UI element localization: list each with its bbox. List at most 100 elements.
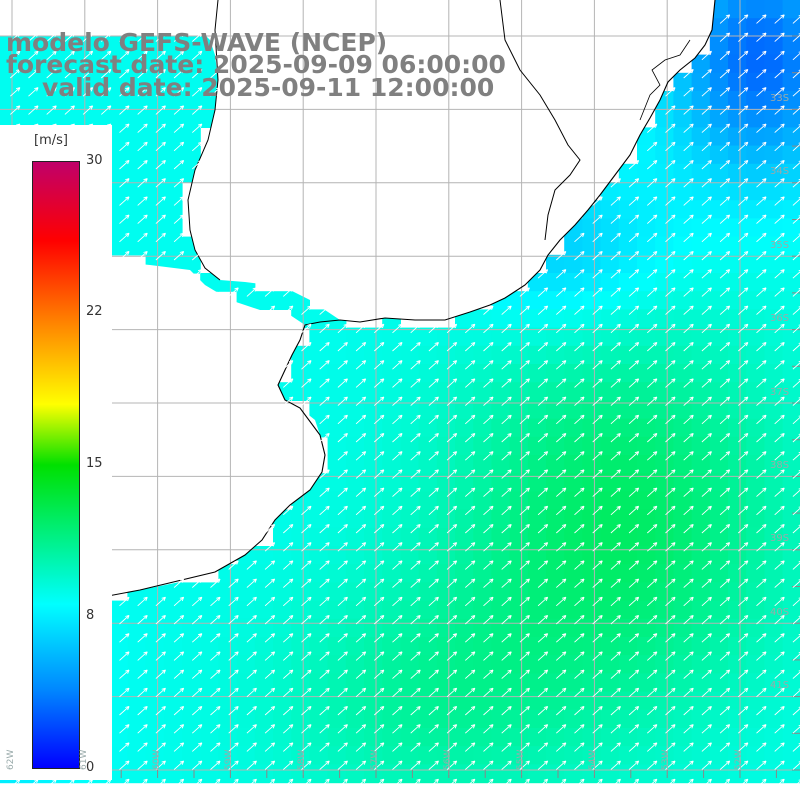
wind-arrow: [537, 505, 549, 516]
wind-cell: [509, 709, 529, 729]
wind-cell: [327, 709, 347, 729]
coastlines: [0, 0, 716, 613]
wind-cell: [418, 491, 438, 511]
wind-arrow: [373, 705, 385, 716]
wind-arrow: [555, 432, 567, 443]
wind-arrow: [646, 487, 658, 497]
wind-arrow: [592, 523, 603, 534]
wind-cell: [728, 91, 747, 110]
wind-cell: [618, 473, 638, 492]
wind-arrow: [683, 141, 694, 152]
wind-arrow: [792, 124, 800, 133]
wind-arrow: [501, 469, 512, 479]
wind-cell: [273, 564, 292, 583]
wind-arrow: [246, 560, 257, 570]
wind-arrow: [574, 487, 585, 497]
wind-cell: [400, 764, 420, 784]
latitude-label: 41S: [770, 680, 790, 692]
wind-arrow: [756, 596, 767, 607]
wind-arrow: [646, 432, 658, 443]
wind-arrow: [719, 87, 731, 97]
wind-arrow: [683, 360, 694, 370]
wind-cell: [236, 600, 256, 620]
wind-arrow: [646, 378, 658, 388]
wind-cell: [746, 655, 765, 674]
wind-arrow: [756, 705, 767, 716]
wind-arrow: [155, 159, 166, 170]
wind-arrow: [737, 159, 749, 170]
wind-cell: [618, 455, 638, 474]
wind-cell: [655, 273, 674, 292]
wind-arrow: [719, 14, 731, 24]
wind-arrow: [464, 341, 476, 352]
wind-arrow: [228, 669, 239, 679]
wind-arrow: [119, 250, 130, 261]
wind-arrow: [737, 651, 749, 661]
wind-arrow: [464, 414, 476, 425]
wind-arrow: [483, 778, 494, 789]
wind-arrow: [319, 687, 330, 698]
wind-arrow: [210, 614, 221, 625]
wind-cell: [182, 600, 201, 620]
wind-arrow: [137, 232, 148, 243]
wind-cell: [728, 491, 747, 511]
wind-arrow: [756, 414, 767, 425]
wind-arrow: [282, 287, 294, 297]
wind-cell: [327, 746, 347, 765]
wind-arrow: [501, 396, 512, 406]
wind-arrow: [355, 505, 367, 516]
wind-arrow: [665, 250, 676, 261]
wind-arrow: [555, 633, 567, 643]
wind-arrow: [483, 542, 494, 552]
wind-cell: [473, 709, 492, 729]
wind-arrow: [665, 505, 676, 516]
wind-arrow: [119, 596, 130, 607]
wind-cell: [436, 564, 456, 583]
wind-cell: [618, 673, 638, 693]
wind-cell: [127, 236, 147, 256]
wind-cell: [491, 637, 511, 656]
wind-arrow: [355, 560, 367, 570]
wind-cell: [236, 709, 256, 729]
wind-cell: [564, 291, 583, 310]
wind-cell: [709, 345, 729, 365]
wind-cell: [254, 291, 274, 310]
wind-arrow: [228, 287, 239, 297]
wind-cell: [291, 382, 310, 401]
wind-cell: [637, 418, 656, 438]
wind-arrow: [555, 542, 567, 552]
wind-arrow: [737, 596, 749, 607]
wind-cell: [309, 600, 329, 620]
wind-arrow: [774, 68, 785, 79]
wind-cell: [764, 618, 784, 638]
wind-cell: [436, 582, 456, 602]
wind-cell: [782, 473, 800, 492]
wind-cell: [582, 709, 602, 729]
wind-arrow: [410, 669, 421, 679]
wind-cell: [236, 582, 256, 602]
wind-cell: [364, 618, 383, 638]
wind-cell: [509, 491, 529, 511]
wind-arrow: [191, 105, 203, 115]
wind-cell: [218, 618, 238, 638]
wind-cell: [145, 163, 165, 183]
wind-arrow: [319, 614, 330, 625]
wind-cell: [782, 327, 800, 347]
wind-cell: [764, 218, 784, 238]
wind-cell: [546, 691, 565, 711]
wind-cell: [637, 163, 656, 183]
wind-arrow: [646, 396, 658, 406]
wind-cell: [36, 54, 56, 74]
wind-cell: [455, 491, 474, 511]
wind-cell: [618, 728, 638, 747]
wind-cell: [309, 618, 329, 638]
wind-cell: [54, 109, 74, 128]
wind-cell: [327, 728, 347, 747]
wind-cell: [764, 54, 784, 74]
wind-cell: [728, 691, 747, 711]
wind-arrow: [501, 778, 512, 789]
wind-cell: [509, 309, 529, 329]
wind-cell: [473, 364, 492, 383]
wind-arrow: [446, 560, 458, 570]
wind-arrow: [665, 414, 676, 425]
